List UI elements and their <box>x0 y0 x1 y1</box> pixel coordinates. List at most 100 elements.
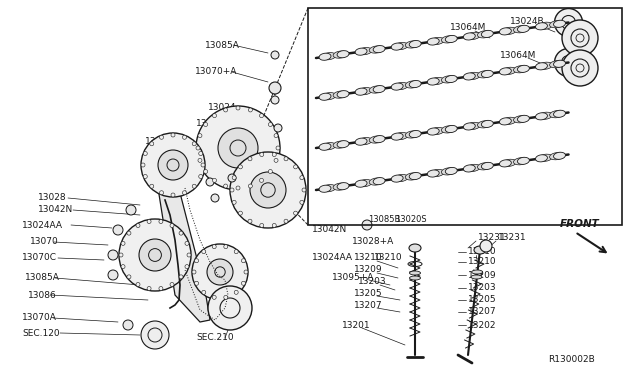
Circle shape <box>126 205 136 215</box>
Ellipse shape <box>319 93 331 100</box>
Ellipse shape <box>518 115 529 122</box>
Text: 13203: 13203 <box>358 278 387 286</box>
Ellipse shape <box>428 78 439 85</box>
Ellipse shape <box>428 170 439 177</box>
Ellipse shape <box>196 146 200 150</box>
Ellipse shape <box>333 91 347 98</box>
Text: 13209: 13209 <box>468 270 497 279</box>
Circle shape <box>158 150 188 180</box>
Text: 13085A: 13085A <box>215 134 250 142</box>
Ellipse shape <box>430 37 444 45</box>
Ellipse shape <box>550 110 563 118</box>
Circle shape <box>271 96 279 104</box>
Ellipse shape <box>554 20 566 28</box>
Ellipse shape <box>198 158 202 162</box>
Ellipse shape <box>204 122 207 126</box>
Text: 13024A: 13024A <box>248 203 283 212</box>
Text: 13085A: 13085A <box>25 273 60 282</box>
Text: FRONT: FRONT <box>560 219 600 229</box>
Ellipse shape <box>136 282 140 286</box>
Ellipse shape <box>550 153 563 160</box>
Ellipse shape <box>477 31 492 38</box>
Ellipse shape <box>477 71 492 78</box>
Ellipse shape <box>244 270 248 274</box>
Ellipse shape <box>239 165 243 169</box>
Ellipse shape <box>236 106 240 110</box>
Ellipse shape <box>272 153 276 157</box>
Ellipse shape <box>409 41 421 48</box>
Ellipse shape <box>554 152 566 159</box>
Text: 13085: 13085 <box>218 166 247 174</box>
Ellipse shape <box>143 174 147 179</box>
Text: 13205: 13205 <box>354 289 383 298</box>
Ellipse shape <box>159 135 163 139</box>
Ellipse shape <box>467 72 480 80</box>
Ellipse shape <box>391 133 403 140</box>
Ellipse shape <box>241 259 245 263</box>
Ellipse shape <box>394 174 408 182</box>
Ellipse shape <box>198 151 203 155</box>
Ellipse shape <box>373 45 385 53</box>
Ellipse shape <box>294 211 298 215</box>
Ellipse shape <box>236 186 240 190</box>
Text: 13025: 13025 <box>145 153 173 161</box>
Ellipse shape <box>198 174 203 179</box>
Ellipse shape <box>499 160 511 167</box>
Ellipse shape <box>232 176 236 180</box>
Ellipse shape <box>550 61 563 68</box>
Ellipse shape <box>300 176 304 180</box>
Ellipse shape <box>284 157 288 161</box>
Ellipse shape <box>159 191 163 195</box>
Ellipse shape <box>442 168 455 175</box>
Ellipse shape <box>136 224 140 228</box>
Ellipse shape <box>171 193 175 197</box>
Ellipse shape <box>182 135 186 139</box>
Ellipse shape <box>300 200 304 204</box>
Ellipse shape <box>319 143 331 150</box>
Circle shape <box>208 286 252 330</box>
Ellipse shape <box>463 33 476 40</box>
Ellipse shape <box>159 219 163 224</box>
Ellipse shape <box>170 224 174 228</box>
Ellipse shape <box>322 93 336 100</box>
Ellipse shape <box>322 185 336 192</box>
Circle shape <box>230 152 306 228</box>
Circle shape <box>211 194 219 202</box>
Ellipse shape <box>358 180 372 187</box>
Ellipse shape <box>467 122 480 129</box>
Ellipse shape <box>442 76 455 83</box>
Ellipse shape <box>405 173 419 180</box>
Text: 13028+A: 13028+A <box>145 138 188 147</box>
Text: 13210: 13210 <box>468 247 497 257</box>
Circle shape <box>362 220 372 230</box>
Ellipse shape <box>499 28 511 35</box>
Circle shape <box>250 172 286 208</box>
Ellipse shape <box>538 22 552 29</box>
Ellipse shape <box>445 35 457 42</box>
Ellipse shape <box>121 241 125 246</box>
Ellipse shape <box>369 136 383 143</box>
Circle shape <box>206 178 214 186</box>
Ellipse shape <box>212 295 216 299</box>
Text: 13210: 13210 <box>468 257 497 266</box>
Circle shape <box>113 225 123 235</box>
Circle shape <box>139 239 171 271</box>
Ellipse shape <box>274 134 278 138</box>
Ellipse shape <box>502 159 516 166</box>
Ellipse shape <box>248 219 252 223</box>
Text: 13064M: 13064M <box>500 51 536 60</box>
Ellipse shape <box>322 52 336 60</box>
Ellipse shape <box>518 25 529 32</box>
Ellipse shape <box>463 73 476 80</box>
Ellipse shape <box>428 128 439 135</box>
Ellipse shape <box>477 163 492 170</box>
Ellipse shape <box>481 31 493 38</box>
Circle shape <box>269 82 281 94</box>
Ellipse shape <box>143 151 147 155</box>
Text: 13024: 13024 <box>208 103 237 112</box>
Ellipse shape <box>202 250 206 254</box>
Ellipse shape <box>358 48 372 55</box>
Ellipse shape <box>445 167 457 174</box>
Ellipse shape <box>198 134 202 138</box>
Ellipse shape <box>536 63 547 70</box>
